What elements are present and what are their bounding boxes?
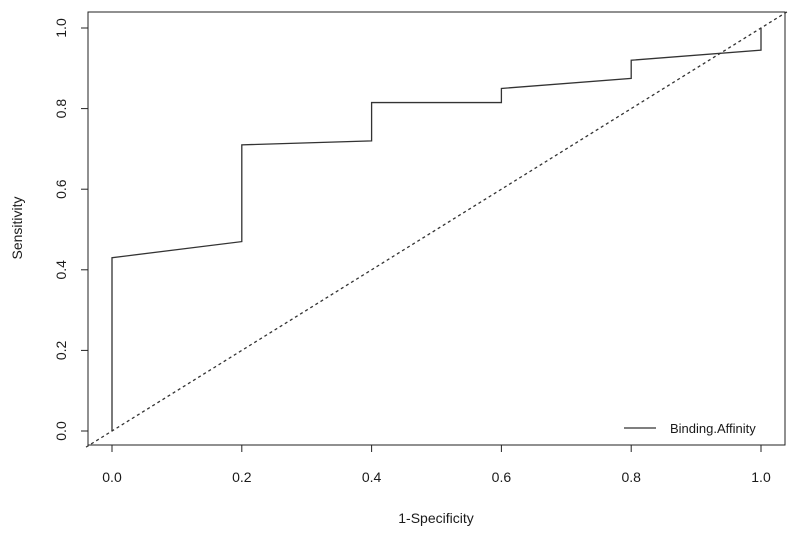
x-tick-label: 0.6 xyxy=(492,469,512,485)
x-axis-title: 1-Specificity xyxy=(398,510,473,526)
roc-curve-binding-affinity xyxy=(111,28,762,431)
plot-frame xyxy=(87,11,786,446)
x-tick-label: 1.0 xyxy=(751,469,771,485)
x-tick-label: 0.4 xyxy=(362,469,382,485)
legend-label-binding-affinity: Binding.Affinity xyxy=(670,421,756,436)
y-tick-label: 0.0 xyxy=(53,421,69,441)
y-tick-label: 0.8 xyxy=(53,99,69,119)
x-tick-label: 0.2 xyxy=(232,469,252,485)
y-axis-title: Sensitivity xyxy=(9,196,25,259)
x-tick-label: 0.8 xyxy=(621,469,641,485)
y-tick-label: 0.2 xyxy=(53,340,69,360)
legend: Binding.Affinity xyxy=(624,421,756,436)
x-axis: 0.0 0.2 0.4 0.6 0.8 1.0 xyxy=(102,444,771,485)
diagonal-reference-line xyxy=(85,11,788,448)
y-axis: 0.0 0.2 0.4 0.6 0.8 1.0 xyxy=(53,18,89,441)
x-tick-label: 0.0 xyxy=(102,469,122,485)
y-tick-label: 1.0 xyxy=(53,18,69,38)
y-tick-label: 0.4 xyxy=(53,260,69,280)
y-tick-label: 0.6 xyxy=(53,179,69,199)
